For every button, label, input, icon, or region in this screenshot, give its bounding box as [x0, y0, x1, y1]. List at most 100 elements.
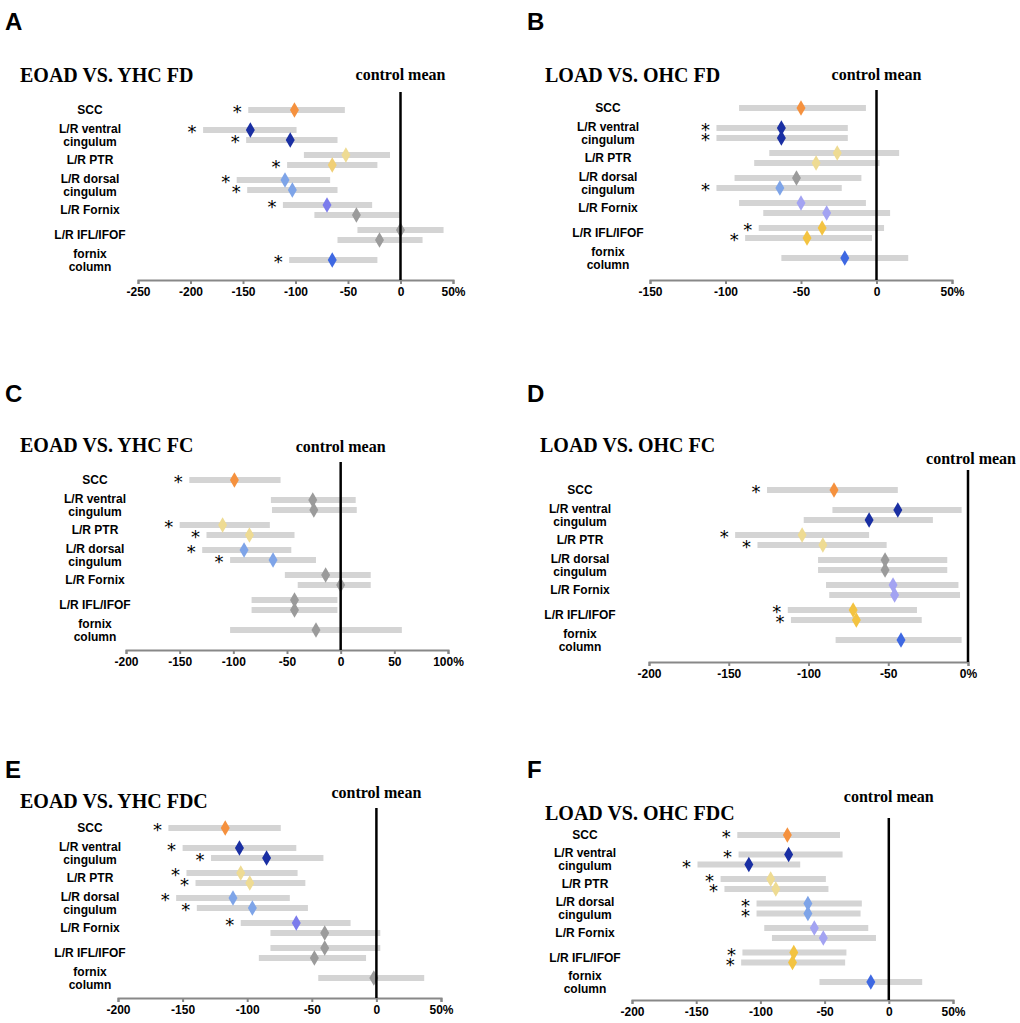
row-label-line: SCC	[595, 101, 621, 115]
tick-mark	[888, 662, 890, 666]
row-label: fornixcolumn	[69, 965, 112, 992]
significance-star: *	[153, 819, 162, 840]
row-label-line: L/R ventral	[549, 502, 611, 516]
row-label: L/R PTR	[585, 151, 632, 165]
marks	[735, 482, 961, 648]
significance-star: *	[171, 864, 180, 885]
point	[269, 552, 278, 568]
tick-mark	[888, 1000, 890, 1004]
point	[866, 974, 875, 990]
tick-mark	[118, 998, 120, 1002]
row-label: fornixcolumn	[69, 247, 112, 274]
row-label: L/R IFL/IFOF	[549, 951, 620, 965]
significance-star: *	[701, 129, 710, 150]
row-label: SCC	[82, 473, 108, 487]
tick-mark	[311, 998, 313, 1002]
point	[328, 252, 337, 268]
tick-label: -200	[106, 1003, 130, 1017]
tick-label: -150	[685, 1005, 709, 1019]
row-label: L/R Fornix	[60, 921, 120, 935]
panel-label: E	[5, 756, 21, 783]
significance-star: *	[188, 121, 197, 142]
point	[803, 906, 812, 922]
panel: AEOAD VS. YHC FDSCCL/R ventralcingulumL/…	[5, 8, 466, 299]
tick-label: -150	[231, 285, 255, 299]
panel-label: F	[527, 756, 542, 783]
row-label: L/R Fornix	[578, 201, 638, 215]
x-axis: -200-150-100-50050%	[106, 998, 453, 1017]
tick-label: 100%	[433, 655, 464, 669]
tick-label: -150	[168, 655, 192, 669]
row-label-line: L/R IFL/IFOF	[54, 946, 125, 960]
point	[797, 100, 806, 116]
point	[819, 930, 828, 946]
point	[852, 612, 861, 628]
x-axis: -200-150-100-500%	[637, 662, 977, 681]
chart-title: EOAD VS. YHC FD	[20, 64, 193, 86]
tick-mark	[400, 280, 402, 284]
tick-label: 0	[886, 1005, 893, 1019]
row-label: L/R ventralcingulum	[549, 502, 611, 529]
point	[775, 180, 784, 196]
tick-mark	[295, 280, 297, 284]
row-label: SCC	[572, 828, 598, 842]
point	[341, 147, 350, 163]
tick-label: 0	[874, 285, 881, 299]
point	[822, 205, 831, 221]
marks	[168, 820, 424, 986]
tick: -150	[168, 650, 192, 669]
point	[890, 587, 899, 603]
tick: -50	[793, 280, 811, 299]
row-label-line: L/R PTR	[67, 153, 114, 167]
point	[236, 865, 245, 881]
tick-label: -50	[793, 285, 811, 299]
row-label-line: L/R IFL/IFOF	[549, 951, 620, 965]
significance-star: *	[272, 156, 281, 177]
row-label: L/R Fornix	[60, 203, 120, 217]
tick: -200	[114, 650, 138, 669]
row-label: fornixcolumn	[74, 617, 117, 644]
tick-mark	[340, 650, 342, 654]
row-label-line: cingulum	[581, 133, 634, 147]
panel: CEOAD VS. YHC FCSCCL/R ventralcingulumL/…	[5, 380, 464, 669]
row-label-line: L/R ventral	[577, 120, 639, 134]
row-label: L/R Fornix	[550, 583, 610, 597]
chart-title: LOAD VS. OHC FDC	[545, 802, 735, 824]
tick: -50	[340, 280, 358, 299]
row-label: L/R dorsalcingulum	[556, 895, 615, 922]
panel: EEOAD VS. YHC FDCSCCL/R ventralcingulumL…	[5, 756, 454, 1017]
row-label: fornixcolumn	[559, 627, 602, 654]
point	[375, 232, 384, 248]
row-label-line: L/R IFL/IFOF	[54, 228, 125, 242]
row-label-line: L/R ventral	[554, 846, 616, 860]
row-label: fornixcolumn	[564, 969, 607, 996]
significance-star: *	[225, 914, 234, 935]
point	[352, 207, 361, 223]
tick: -50	[304, 998, 322, 1017]
tick-mark	[126, 650, 128, 654]
row-label-line: L/R IFL/IFOF	[544, 608, 615, 622]
significance-star: *	[174, 471, 183, 492]
row-label: L/R PTR	[67, 871, 114, 885]
tick-mark	[696, 1000, 698, 1004]
row-label-line: SCC	[77, 821, 103, 835]
tick: -150	[231, 280, 255, 299]
row-label-line: L/R dorsal	[66, 542, 125, 556]
row-label: SCC	[595, 101, 621, 115]
reference-label: control mean	[356, 66, 446, 83]
reference-label: control mean	[844, 788, 934, 805]
row-label: fornixcolumn	[587, 245, 630, 272]
panel-label: B	[527, 8, 544, 35]
row-label-line: cingulum	[68, 505, 121, 519]
row-label-line: L/R PTR	[562, 877, 609, 891]
tick-label: -50	[279, 655, 297, 669]
tick-label: -200	[114, 655, 138, 669]
tick: -100	[749, 1000, 773, 1019]
tick-label: -100	[714, 285, 738, 299]
tick-label: -100	[236, 1003, 260, 1017]
row-label-line: cingulum	[558, 859, 611, 873]
significance-star: *	[775, 611, 784, 632]
row-label: L/R PTR	[67, 153, 114, 167]
x-axis: -200-150-100-50050%	[620, 1000, 965, 1019]
tick-label: -150	[717, 667, 741, 681]
